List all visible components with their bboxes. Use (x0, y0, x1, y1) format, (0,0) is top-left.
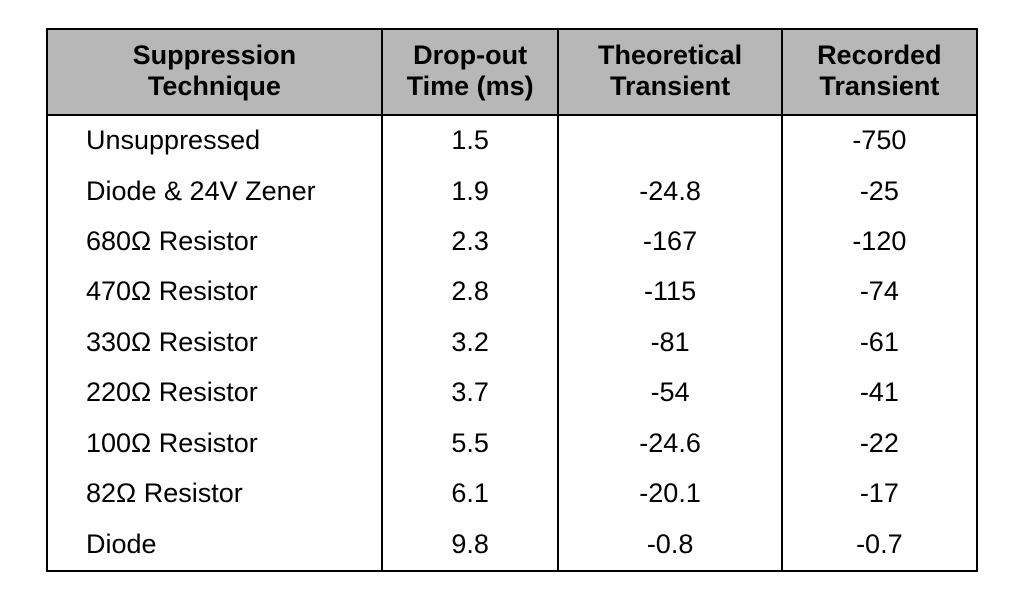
table-row: 680Ω Resistor2.3-167-120 (47, 217, 977, 267)
table-row: 330Ω Resistor3.2-81-61 (47, 318, 977, 368)
col-header-line: Drop-out (387, 40, 554, 71)
col-header-line: Theoretical (563, 40, 776, 71)
table-cell: 330Ω Resistor (47, 318, 382, 368)
table-header: Suppression Technique Drop-out Time (ms)… (47, 29, 977, 115)
table-cell: 3.2 (382, 318, 559, 368)
table-cell: -750 (782, 115, 977, 166)
table-row: 82Ω Resistor6.1-20.1-17 (47, 469, 977, 519)
table-row: Diode9.8-0.8-0.7 (47, 520, 977, 571)
table-cell: Diode (47, 520, 382, 571)
table-cell: -17 (782, 469, 977, 519)
table-cell: -115 (558, 267, 781, 317)
table-cell: 5.5 (382, 419, 559, 469)
table-cell: -120 (782, 217, 977, 267)
col-header-technique: Suppression Technique (47, 29, 382, 115)
table-cell: -0.7 (782, 520, 977, 571)
table-cell: -74 (782, 267, 977, 317)
table-cell: -81 (558, 318, 781, 368)
table-row: 220Ω Resistor3.7-54-41 (47, 368, 977, 418)
table-cell: -24.8 (558, 167, 781, 217)
table-row: 470Ω Resistor2.8-115-74 (47, 267, 977, 317)
table-cell: 2.3 (382, 217, 559, 267)
table-cell: -41 (782, 368, 977, 418)
table-cell: -20.1 (558, 469, 781, 519)
table-container: Suppression Technique Drop-out Time (ms)… (0, 0, 1024, 600)
col-header-theoretical: Theoretical Transient (558, 29, 781, 115)
suppression-table: Suppression Technique Drop-out Time (ms)… (46, 28, 978, 572)
table-cell: 9.8 (382, 520, 559, 571)
table-cell: 6.1 (382, 469, 559, 519)
table-cell: 680Ω Resistor (47, 217, 382, 267)
table-body: Unsuppressed1.5-750Diode & 24V Zener1.9-… (47, 115, 977, 571)
table-cell: 2.8 (382, 267, 559, 317)
table-cell: -24.6 (558, 419, 781, 469)
table-row: Unsuppressed1.5 -750 (47, 115, 977, 166)
table-cell: Diode & 24V Zener (47, 167, 382, 217)
table-row: Diode & 24V Zener1.9-24.8-25 (47, 167, 977, 217)
col-header-dropout: Drop-out Time (ms) (382, 29, 559, 115)
table-cell: 3.7 (382, 368, 559, 418)
col-header-line: Technique (52, 71, 377, 102)
table-cell: 1.5 (382, 115, 559, 166)
table-cell: 100Ω Resistor (47, 419, 382, 469)
table-cell: -0.8 (558, 520, 781, 571)
table-cell: 220Ω Resistor (47, 368, 382, 418)
table-cell: -61 (782, 318, 977, 368)
table-cell: -22 (782, 419, 977, 469)
table-row: 100Ω Resistor5.5-24.6-22 (47, 419, 977, 469)
table-cell: -54 (558, 368, 781, 418)
col-header-line: Transient (787, 71, 972, 102)
col-header-line: Recorded (787, 40, 972, 71)
col-header-recorded: Recorded Transient (782, 29, 977, 115)
col-header-line: Time (ms) (387, 71, 554, 102)
table-cell: 470Ω Resistor (47, 267, 382, 317)
table-cell: -167 (558, 217, 781, 267)
table-cell: 82Ω Resistor (47, 469, 382, 519)
table-cell: -25 (782, 167, 977, 217)
table-cell (558, 115, 781, 166)
table-cell: 1.9 (382, 167, 559, 217)
col-header-line: Transient (563, 71, 776, 102)
col-header-line: Suppression (52, 40, 377, 71)
table-cell: Unsuppressed (47, 115, 382, 166)
